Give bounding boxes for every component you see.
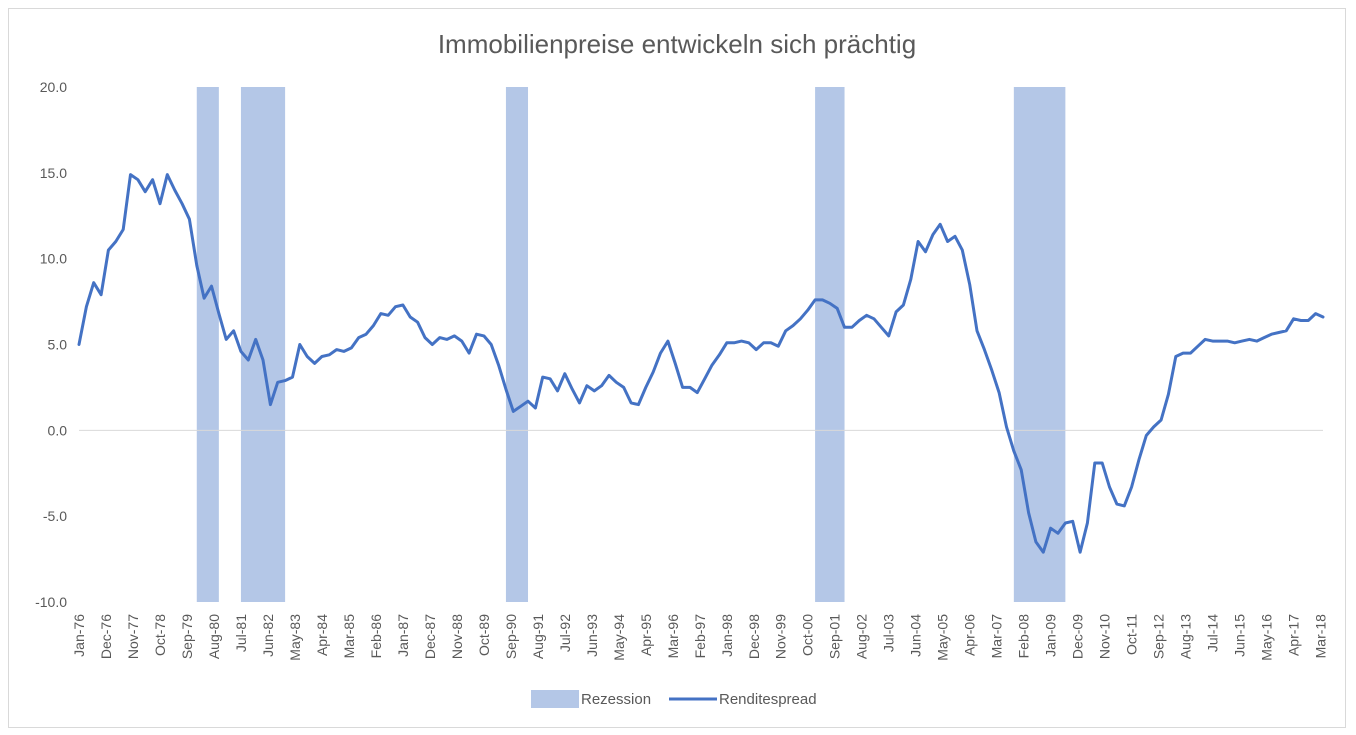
x-tick-label: May-16 <box>1259 614 1275 661</box>
renditespread-series <box>77 173 1325 554</box>
x-tick-label: Oct-78 <box>152 614 168 656</box>
x-tick-label: Jan-98 <box>719 614 735 657</box>
x-tick-label: Aug-91 <box>530 614 546 659</box>
x-tick-label: Mar-18 <box>1313 614 1329 659</box>
recession-band-0 <box>196 87 219 602</box>
x-tick-label: Apr-84 <box>314 614 330 656</box>
x-tick-label: Jul-92 <box>557 614 573 652</box>
x-tick-label: Mar-96 <box>665 614 681 659</box>
x-tick-label: Oct-00 <box>800 614 816 656</box>
y-tick-label: -5.0 <box>43 508 67 524</box>
x-tick-label: Nov-99 <box>773 614 789 659</box>
recession-bands <box>196 87 1066 602</box>
y-tick-label: 15.0 <box>40 165 67 181</box>
x-tick-label: Apr-95 <box>638 614 654 656</box>
x-axis-tick-labels: Jan-76 Dec-76 Nov-77 Oct-78 Sep-79 Aug-80 Jul-… <box>71 614 1329 661</box>
x-tick-label: May-94 <box>611 614 627 661</box>
chart-title: Immobilienpreise entwickeln sich prächti… <box>438 29 916 59</box>
x-tick-label: Jun-93 <box>584 614 600 657</box>
renditespread-line <box>77 173 1325 554</box>
recession-band-2 <box>505 87 529 602</box>
x-tick-label: Aug-13 <box>1178 614 1194 659</box>
x-tick-label: May-83 <box>287 614 303 661</box>
legend-swatch-rezession <box>531 690 579 708</box>
x-tick-label: Dec-76 <box>98 614 114 659</box>
x-tick-label: Feb-08 <box>1016 614 1032 659</box>
x-tick-label: Nov-88 <box>449 614 465 659</box>
y-tick-label: 10.0 <box>40 251 67 267</box>
recession-band-4 <box>1013 87 1066 602</box>
legend: Rezession Renditespread <box>531 690 817 708</box>
x-tick-label: Jun-04 <box>908 614 924 657</box>
x-tick-label: Aug-80 <box>206 614 222 659</box>
x-tick-label: Jan-09 <box>1043 614 1059 657</box>
x-tick-label: Jan-76 <box>71 614 87 657</box>
x-tick-label: Oct-11 <box>1124 614 1140 655</box>
y-tick-label: 5.0 <box>48 337 68 353</box>
x-tick-label: Apr-06 <box>962 614 978 656</box>
chart-frame: Immobilienpreise entwickeln sich prächti… <box>8 8 1346 728</box>
x-tick-label: Nov-77 <box>125 614 141 659</box>
x-tick-label: Jan-87 <box>395 614 411 657</box>
x-tick-label: Sep-12 <box>1151 614 1167 659</box>
legend-label-rezession: Rezession <box>581 691 651 708</box>
recession-band-1 <box>240 87 286 602</box>
x-tick-label: May-05 <box>935 614 951 661</box>
x-tick-label: Apr-17 <box>1286 614 1302 656</box>
x-tick-label: Oct-89 <box>476 614 492 656</box>
x-tick-label: Dec-09 <box>1070 614 1086 659</box>
x-tick-label: Sep-79 <box>179 614 195 659</box>
chart-svg: Immobilienpreise entwickeln sich prächti… <box>35 29 1329 708</box>
x-tick-label: Feb-97 <box>692 614 708 659</box>
x-tick-label: Jul-03 <box>881 614 897 652</box>
x-tick-label: Jul-14 <box>1205 614 1221 652</box>
y-axis-tick-labels: 20.0 15.0 10.0 5.0 0.0 -5.0 -10.0 <box>35 79 67 610</box>
x-tick-label: Jun-15 <box>1232 614 1248 657</box>
x-tick-label: Dec-98 <box>746 614 762 659</box>
x-tick-label: Aug-02 <box>854 614 870 659</box>
y-tick-label: 0.0 <box>48 422 68 438</box>
x-tick-label: Sep-90 <box>503 614 519 659</box>
legend-label-renditespread: Renditespread <box>719 691 817 708</box>
x-tick-label: Dec-87 <box>422 614 438 659</box>
x-tick-label: Jul-81 <box>233 614 249 652</box>
x-tick-label: Jun-82 <box>260 614 276 657</box>
y-tick-label: 20.0 <box>40 79 67 95</box>
recession-band-3 <box>815 87 845 602</box>
x-tick-label: Feb-86 <box>368 614 384 659</box>
x-tick-label: Mar-07 <box>989 614 1005 659</box>
x-tick-label: Sep-01 <box>827 614 843 659</box>
y-tick-label: -10.0 <box>35 594 67 610</box>
x-tick-label: Nov-10 <box>1097 614 1113 659</box>
x-tick-label: Mar-85 <box>341 614 357 659</box>
